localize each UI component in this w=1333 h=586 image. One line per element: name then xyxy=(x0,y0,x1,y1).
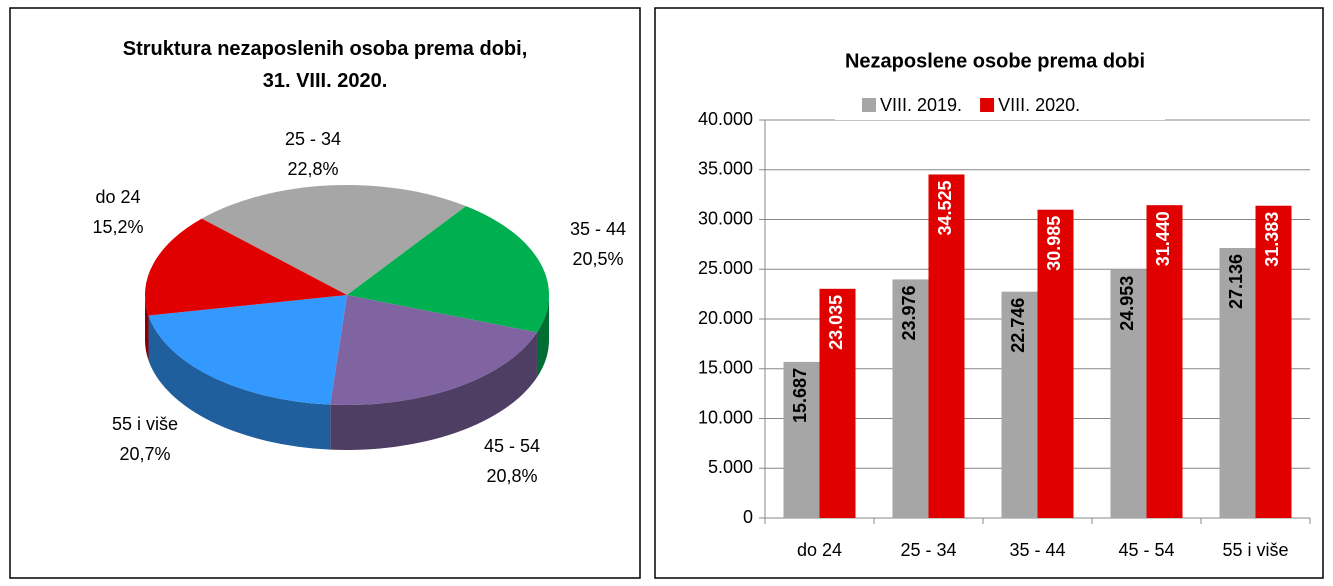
legend-label: VIII. 2020. xyxy=(998,95,1080,115)
bar-value-label: 22.746 xyxy=(1008,298,1028,353)
y-tick-label: 15.000 xyxy=(698,358,753,378)
pie-slice xyxy=(330,295,537,405)
pie-label: do 24 xyxy=(95,187,140,207)
pie-value-label: 20,8% xyxy=(486,466,537,486)
y-tick-label: 30.000 xyxy=(698,208,753,228)
pie-label: 45 - 54 xyxy=(484,436,540,456)
bar xyxy=(1219,247,1256,518)
bar-value-label: 23.976 xyxy=(899,285,919,340)
pie-slice xyxy=(201,185,466,295)
bar xyxy=(1110,269,1147,518)
pie-slice xyxy=(148,295,347,405)
title-line: Struktura nezaposlenih osoba prema dobi, xyxy=(123,38,528,60)
y-tick-label: 20.000 xyxy=(698,308,753,328)
y-tick-label: 10.000 xyxy=(698,407,753,427)
bar xyxy=(1001,291,1038,518)
pie-label: 55 i više xyxy=(112,414,178,434)
pie-label: 35 - 44 xyxy=(570,219,626,239)
pie-value-label: 22,8% xyxy=(287,159,338,179)
pie-value-label: 20,7% xyxy=(119,444,170,464)
bar xyxy=(1146,205,1183,518)
pie-label: 25 - 34 xyxy=(285,129,341,149)
y-tick-label: 40.000 xyxy=(698,109,753,129)
bar xyxy=(1255,205,1292,519)
legend-swatch xyxy=(980,98,995,112)
pie-slice xyxy=(145,218,347,316)
pie-side xyxy=(148,315,331,450)
x-tick-label: do 24 xyxy=(797,540,842,560)
pie-value-label: 20,5% xyxy=(572,249,623,269)
legend-bg xyxy=(835,92,1165,120)
pie-side xyxy=(145,295,149,361)
legend-swatch xyxy=(862,98,876,112)
y-tick-label: 0 xyxy=(743,507,753,527)
bar-value-label: 34.525 xyxy=(935,180,955,235)
x-tick-label: 55 i više xyxy=(1222,540,1288,560)
chart-title: Struktura nezaposlenih osoba prema dobi,… xyxy=(123,38,528,92)
bar-value-label: 31.383 xyxy=(1262,212,1282,267)
y-tick-label: 35.000 xyxy=(698,159,753,179)
bar xyxy=(928,174,965,518)
legend-label: VIII. 2019. xyxy=(880,95,962,115)
pie-side xyxy=(330,332,537,450)
y-tick-label: 25.000 xyxy=(698,258,753,278)
bar xyxy=(783,361,820,518)
pie-value-label: 15,2% xyxy=(92,217,143,237)
bar-value-label: 23.035 xyxy=(826,295,846,350)
bar xyxy=(819,288,856,518)
y-tick-label: 5.000 xyxy=(708,457,753,477)
x-tick-label: 45 - 54 xyxy=(1118,540,1174,560)
bar xyxy=(892,279,929,518)
pie-side xyxy=(536,295,550,378)
x-tick-label: 35 - 44 xyxy=(1009,540,1065,560)
pie-slice xyxy=(347,206,549,333)
bar-value-label: 27.136 xyxy=(1226,254,1246,309)
bar-value-label: 30.985 xyxy=(1044,216,1064,271)
bar-value-label: 31.440 xyxy=(1153,211,1173,266)
bar-value-label: 24.953 xyxy=(1117,276,1137,331)
bar-value-label: 15.687 xyxy=(790,368,810,423)
bar xyxy=(1037,209,1074,518)
chart-title: Nezaposlene osobe prema dobi xyxy=(845,50,1145,72)
title-line: 31. VIII. 2020. xyxy=(263,70,388,92)
x-tick-label: 25 - 34 xyxy=(900,540,956,560)
